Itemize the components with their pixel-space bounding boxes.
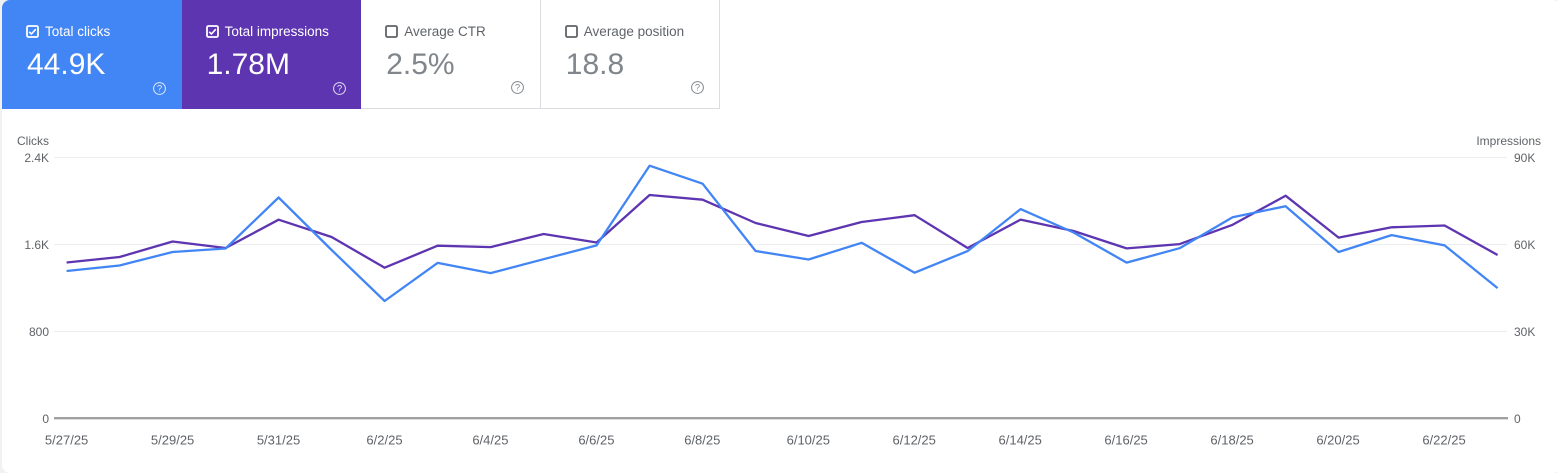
svg-text:5/29/25: 5/29/25 — [151, 433, 194, 448]
svg-text:30K: 30K — [1514, 325, 1535, 339]
svg-text:6/10/25: 6/10/25 — [787, 433, 830, 448]
svg-text:?: ? — [695, 82, 700, 93]
svg-text:5/31/25: 5/31/25 — [257, 433, 300, 448]
svg-text:6/22/25: 6/22/25 — [1422, 433, 1465, 448]
svg-text:?: ? — [337, 83, 342, 94]
svg-text:Clicks: Clicks — [17, 134, 49, 148]
svg-text:6/18/25: 6/18/25 — [1210, 433, 1253, 448]
svg-text:6/4/25: 6/4/25 — [472, 433, 508, 448]
svg-text:1.6K: 1.6K — [24, 238, 49, 252]
svg-text:6/20/25: 6/20/25 — [1316, 433, 1359, 448]
svg-text:0: 0 — [42, 412, 49, 426]
svg-text:60K: 60K — [1514, 238, 1535, 252]
svg-text:?: ? — [515, 82, 520, 93]
svg-text:6/14/25: 6/14/25 — [999, 433, 1042, 448]
svg-text:Impressions: Impressions — [1476, 134, 1541, 148]
svg-text:6/12/25: 6/12/25 — [893, 433, 936, 448]
svg-text:90K: 90K — [1514, 151, 1535, 165]
svg-text:2.4K: 2.4K — [24, 151, 49, 165]
svg-text:6/16/25: 6/16/25 — [1104, 433, 1147, 448]
svg-text:?: ? — [157, 83, 162, 94]
svg-text:6/2/25: 6/2/25 — [366, 433, 402, 448]
svg-text:0: 0 — [1514, 412, 1521, 426]
svg-text:800: 800 — [29, 325, 49, 339]
svg-text:6/8/25: 6/8/25 — [684, 433, 720, 448]
svg-text:5/27/25: 5/27/25 — [45, 433, 88, 448]
svg-text:6/6/25: 6/6/25 — [578, 433, 614, 448]
